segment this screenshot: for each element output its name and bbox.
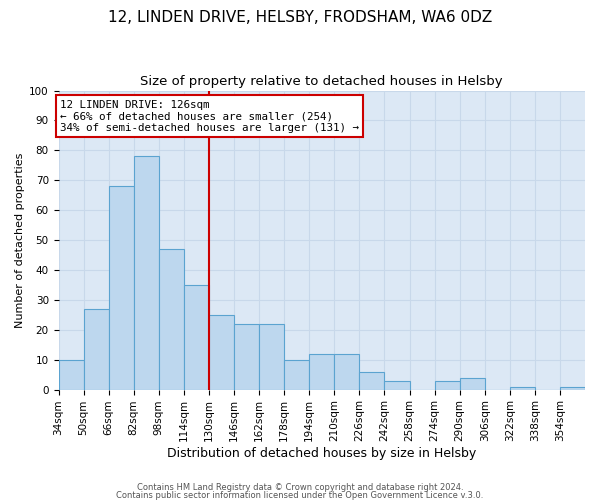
X-axis label: Distribution of detached houses by size in Helsby: Distribution of detached houses by size … bbox=[167, 447, 476, 460]
Bar bbox=[434, 380, 460, 390]
Bar bbox=[460, 378, 485, 390]
Bar bbox=[234, 324, 259, 390]
Bar bbox=[359, 372, 385, 390]
Bar bbox=[59, 360, 83, 390]
Bar bbox=[134, 156, 159, 390]
Bar bbox=[334, 354, 359, 390]
Text: Contains HM Land Registry data © Crown copyright and database right 2024.: Contains HM Land Registry data © Crown c… bbox=[137, 484, 463, 492]
Text: 12 LINDEN DRIVE: 126sqm
← 66% of detached houses are smaller (254)
34% of semi-d: 12 LINDEN DRIVE: 126sqm ← 66% of detache… bbox=[60, 100, 359, 132]
Text: Contains public sector information licensed under the Open Government Licence v.: Contains public sector information licen… bbox=[116, 490, 484, 500]
Bar bbox=[259, 324, 284, 390]
Bar bbox=[309, 354, 334, 390]
Bar bbox=[159, 249, 184, 390]
Y-axis label: Number of detached properties: Number of detached properties bbox=[15, 152, 25, 328]
Bar bbox=[109, 186, 134, 390]
Text: 12, LINDEN DRIVE, HELSBY, FRODSHAM, WA6 0DZ: 12, LINDEN DRIVE, HELSBY, FRODSHAM, WA6 … bbox=[108, 10, 492, 25]
Bar bbox=[184, 285, 209, 390]
Bar bbox=[284, 360, 309, 390]
Bar bbox=[83, 309, 109, 390]
Bar bbox=[209, 315, 234, 390]
Title: Size of property relative to detached houses in Helsby: Size of property relative to detached ho… bbox=[140, 75, 503, 88]
Bar bbox=[510, 386, 535, 390]
Bar bbox=[560, 386, 585, 390]
Bar bbox=[385, 380, 410, 390]
